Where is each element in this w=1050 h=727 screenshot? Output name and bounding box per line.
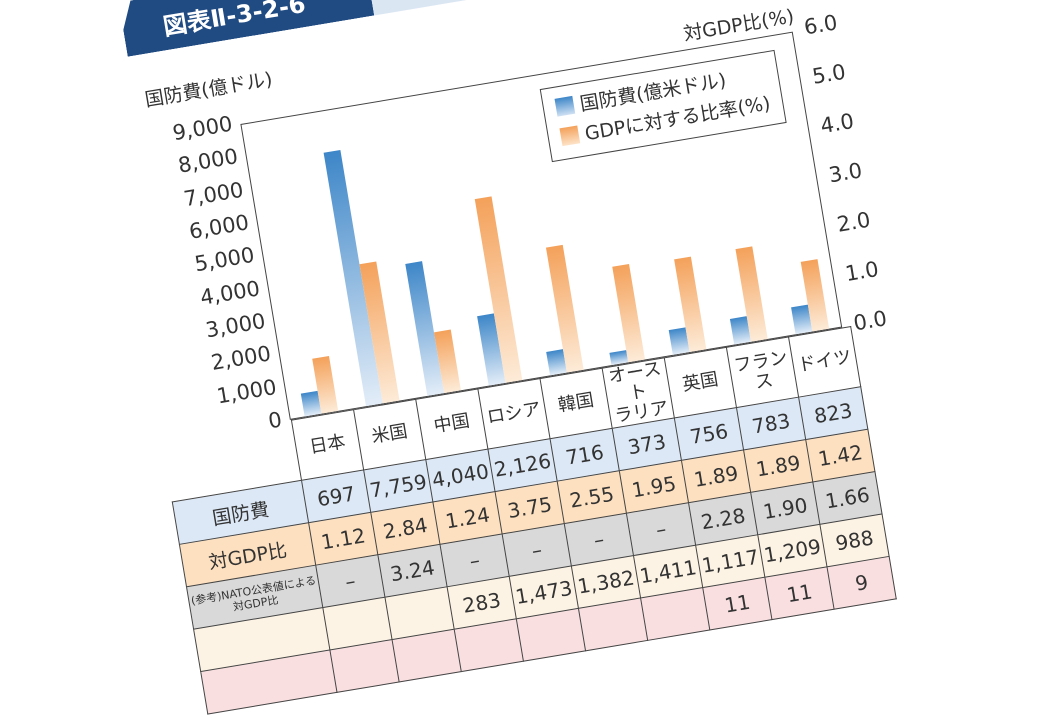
category-label: 英国 (664, 347, 737, 418)
left-tick-label: 9,000 (170, 111, 235, 146)
right-tick-label: 2.0 (835, 207, 873, 237)
bar-gdp-ratio (312, 355, 339, 414)
legend-swatch-blue (554, 95, 576, 117)
bar-defense-spending (546, 349, 567, 376)
bar-defense-spending (300, 390, 322, 417)
category-label: 米国 (353, 399, 426, 470)
bar-defense-spending (323, 149, 383, 407)
category-label: オースト ラリア (602, 357, 675, 429)
category-label: ロシア (477, 378, 551, 450)
right-tick-label: 4.0 (818, 108, 856, 139)
right-tick-label: 1.0 (843, 256, 881, 287)
table-cell (392, 629, 462, 682)
bar-defense-spending (405, 261, 445, 396)
figure-label: 図表Ⅱ-3-2-6 (119, 0, 375, 57)
plot-area: 国防費(億米ドル) GDPに対する比率(%) (240, 31, 843, 420)
category-label: 日本 (291, 409, 364, 481)
category-label: 韓国 (539, 368, 613, 439)
left-tick-label: 7,000 (181, 177, 246, 211)
table-cell (329, 639, 400, 693)
bar-gdp-ratio (545, 244, 584, 373)
right-tick-label: 5.0 (810, 59, 848, 89)
left-tick-label: 8,000 (176, 144, 240, 179)
table-cell: 11 (764, 566, 835, 620)
bar-gdp-ratio (800, 259, 830, 332)
right-tick-label: 3.0 (826, 158, 864, 188)
bar-defense-spending (609, 350, 629, 366)
table-cell (516, 608, 586, 662)
left-tick-label: 5,000 (192, 243, 257, 277)
bar-gdp-ratio (612, 263, 646, 363)
left-tick-label: 3,000 (203, 308, 268, 343)
legend-swatch-orange (559, 125, 581, 147)
table-cell (454, 618, 524, 672)
right-tick-label: 0.0 (851, 306, 889, 336)
table-cell (578, 597, 648, 651)
bar-defense-spending (668, 327, 690, 355)
left-tick-label: 2,000 (209, 341, 273, 376)
bar-gdp-ratio (474, 196, 523, 383)
left-axis-label: 国防費(億ドル) (143, 68, 275, 112)
bar-gdp-ratio (674, 256, 707, 353)
bar-gdp-ratio (359, 261, 400, 404)
table-cell (640, 587, 710, 641)
bar-defense-spending (791, 304, 813, 335)
banner-subtitle-bg (365, 0, 700, 16)
left-tick-label: 4,000 (198, 275, 262, 310)
left-tick-label: 1,000 (214, 374, 279, 409)
right-tick-label: 6.0 (802, 10, 840, 40)
bar-gdp-ratio (735, 246, 768, 342)
bar-gdp-ratio (433, 329, 461, 394)
category-label: 中国 (415, 388, 488, 460)
bar-defense-spending (477, 313, 506, 386)
bar-defense-spending (729, 316, 751, 345)
left-tick-label: 6,000 (187, 210, 251, 244)
category-label: フランス (726, 336, 799, 408)
table-cell: 9 (826, 556, 897, 610)
table-cell: 11 (702, 577, 772, 630)
figure: 図表Ⅱ-3-2-6 国防費(億ドル) 対GDP比(%) 0 1,000 2,000 3… (94, 0, 999, 727)
category-label: ドイツ (788, 326, 861, 398)
